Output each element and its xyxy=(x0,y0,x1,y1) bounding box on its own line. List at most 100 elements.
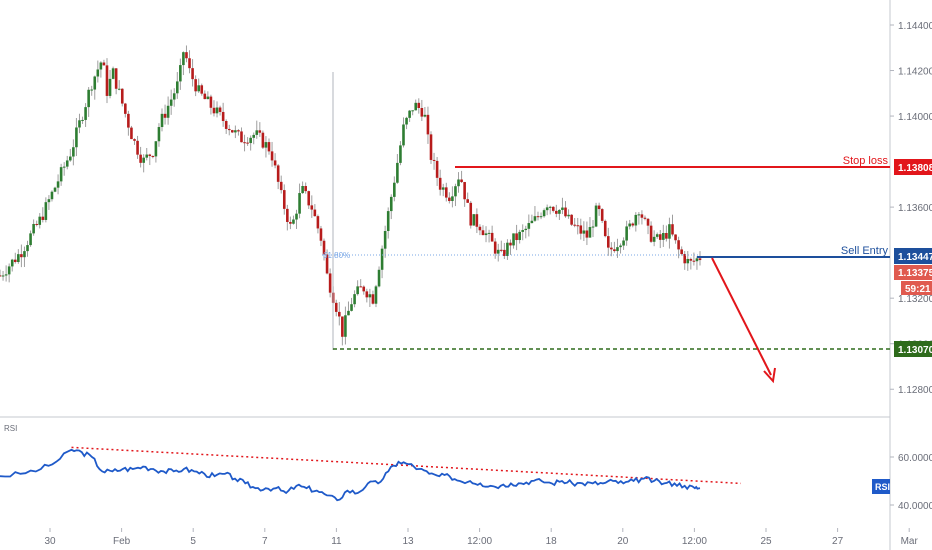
candle-body xyxy=(258,130,262,133)
candle-body xyxy=(533,216,537,221)
price-tick-label: 1.14400 xyxy=(898,21,932,32)
candle-body xyxy=(545,207,549,211)
candle-body xyxy=(588,227,592,238)
candle-body xyxy=(99,62,103,70)
candle-body xyxy=(206,96,210,100)
candle-body xyxy=(289,221,292,224)
time-axis[interactable]: 30 Feb 5 7 11 13 12:00 18 20 12:00 25 27 Mar xyxy=(44,528,918,547)
candle-body xyxy=(683,254,687,264)
candle-body xyxy=(7,266,11,275)
candle-body xyxy=(197,85,200,92)
sell-entry-label: Sell Entry xyxy=(841,245,889,257)
candle-body xyxy=(496,249,500,254)
candle-body xyxy=(282,190,286,209)
candle-body xyxy=(108,78,112,96)
candle-body xyxy=(411,110,414,112)
candle-body xyxy=(646,218,650,226)
rsi-tick-label: 40.0000 xyxy=(898,501,932,512)
candle-body xyxy=(444,187,448,198)
candle-body xyxy=(78,120,81,128)
candle-body xyxy=(304,186,307,192)
candle-body xyxy=(237,130,240,132)
candle-body xyxy=(603,220,607,237)
candle-body xyxy=(273,160,277,166)
current-price-tag: 1.13375 xyxy=(894,265,932,280)
candle-body xyxy=(521,230,525,232)
candle-body xyxy=(1,275,5,277)
rsi-tick-label: 60.0000 xyxy=(898,453,932,464)
candle-body xyxy=(325,254,329,274)
time-tick-label: 5 xyxy=(190,536,196,547)
candle-body xyxy=(380,248,384,270)
candle-body xyxy=(634,214,638,226)
projection-arrow-line xyxy=(711,257,772,376)
candle-body xyxy=(344,315,347,337)
candle-body xyxy=(423,114,427,117)
time-tick-label: 30 xyxy=(44,536,56,547)
candle-body xyxy=(347,310,350,316)
time-tick-label: 13 xyxy=(402,536,414,547)
candle-body xyxy=(652,236,656,242)
candle-body xyxy=(441,187,445,190)
take-profit-price-tag: 1.13070 xyxy=(894,341,932,357)
candle-body xyxy=(692,260,696,262)
candle-body xyxy=(341,316,344,337)
candle-body xyxy=(530,220,534,224)
candle-body xyxy=(29,233,32,246)
price-tick-label: 1.14000 xyxy=(898,112,932,123)
candle-body xyxy=(610,247,613,250)
candle-body xyxy=(267,142,271,152)
candle-body xyxy=(255,130,259,135)
candle-body xyxy=(438,177,442,190)
candle-body xyxy=(160,113,164,128)
candle-body xyxy=(695,258,699,262)
candle-body xyxy=(628,223,631,227)
candle-body xyxy=(96,69,100,77)
candle-body xyxy=(44,202,48,220)
candle-body xyxy=(72,147,75,157)
candle-body xyxy=(585,230,589,238)
candle-body xyxy=(252,134,256,138)
candle-body xyxy=(396,162,399,183)
rsi-value-badge: RSI xyxy=(872,479,890,494)
candle-body xyxy=(231,130,234,133)
candle-body xyxy=(637,214,641,216)
candle-body xyxy=(500,249,503,251)
candle-body xyxy=(328,273,332,293)
candle-body xyxy=(13,259,17,263)
candle-body xyxy=(668,224,671,239)
candle-body xyxy=(224,121,228,129)
candle-body xyxy=(41,216,45,220)
candle-body xyxy=(600,209,604,221)
candle-body xyxy=(451,196,454,202)
time-tick-label: 20 xyxy=(617,536,629,547)
candle-body xyxy=(481,230,485,236)
candle-body xyxy=(680,249,683,255)
candle-body xyxy=(188,58,191,69)
candle-body xyxy=(93,76,97,90)
candle-body xyxy=(175,81,179,94)
candle-body xyxy=(362,286,366,292)
candle-body xyxy=(215,107,219,114)
candle-body xyxy=(307,191,311,206)
candle-body xyxy=(631,223,635,226)
candle-body xyxy=(432,159,436,161)
candle-body xyxy=(429,134,433,160)
candle-body xyxy=(542,210,546,217)
candle-body xyxy=(649,225,653,242)
candle-body xyxy=(117,88,121,90)
candle-body xyxy=(114,68,118,89)
candle-body xyxy=(640,214,644,218)
time-tick-label: Feb xyxy=(113,536,131,547)
candle-body xyxy=(674,234,677,241)
candle-body xyxy=(472,214,476,226)
candle-body xyxy=(594,205,598,227)
candle-body xyxy=(493,241,497,254)
candle-body xyxy=(69,156,72,161)
candle-body xyxy=(319,228,323,241)
candle-body xyxy=(591,226,595,228)
candle-body xyxy=(655,234,659,237)
candle-body xyxy=(56,181,60,188)
candle-body xyxy=(619,245,622,248)
